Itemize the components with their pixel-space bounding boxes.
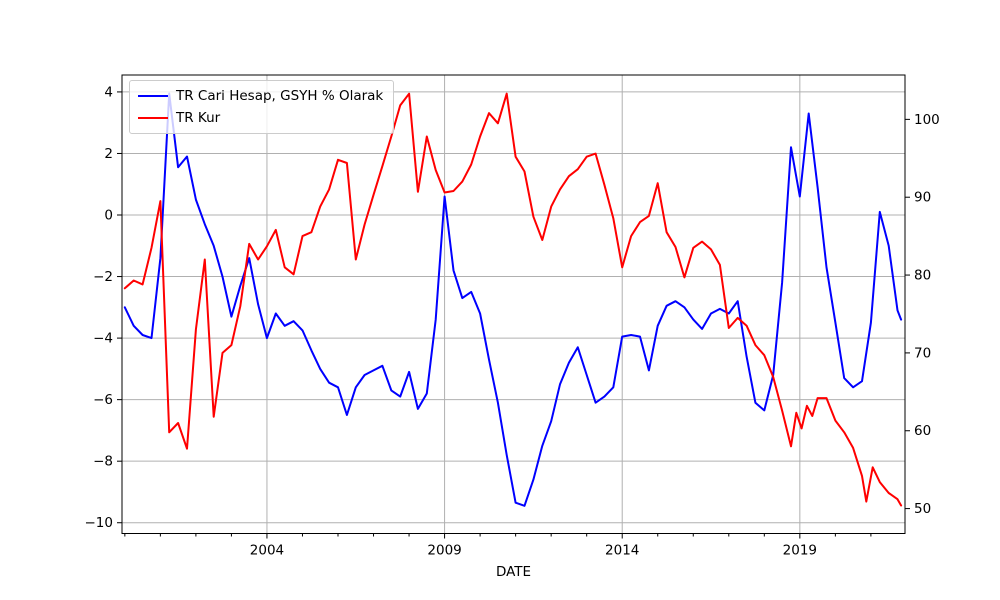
x-axis-label: DATE <box>495 564 532 580</box>
legend-line-sample-red <box>138 117 168 119</box>
svg-text:−4: −4 <box>93 331 113 347</box>
svg-text:70: 70 <box>914 345 931 361</box>
legend: TR Cari Hesap, GSYH % Olarak TR Kur <box>129 80 395 134</box>
svg-text:−8: −8 <box>93 454 113 470</box>
svg-text:2004: 2004 <box>250 543 284 559</box>
svg-text:2014: 2014 <box>605 543 639 559</box>
svg-text:90: 90 <box>914 190 931 206</box>
svg-text:80: 80 <box>914 268 931 284</box>
svg-text:4: 4 <box>104 84 113 100</box>
legend-entry-cari-hesap: TR Cari Hesap, GSYH % Olarak <box>138 85 383 107</box>
svg-text:60: 60 <box>914 423 931 439</box>
legend-label: TR Kur <box>176 110 221 126</box>
legend-label: TR Cari Hesap, GSYH % Olarak <box>176 88 384 104</box>
svg-text:0: 0 <box>104 208 113 224</box>
legend-entry-kur: TR Kur <box>138 107 383 129</box>
svg-text:2019: 2019 <box>783 543 817 559</box>
svg-text:100: 100 <box>914 112 940 128</box>
svg-text:2: 2 <box>104 146 113 162</box>
svg-text:−10: −10 <box>85 515 114 531</box>
svg-text:2009: 2009 <box>427 543 461 559</box>
legend-line-sample-blue <box>138 95 168 97</box>
svg-text:−2: −2 <box>93 269 113 285</box>
svg-text:−6: −6 <box>93 392 113 408</box>
svg-text:50: 50 <box>914 501 931 517</box>
